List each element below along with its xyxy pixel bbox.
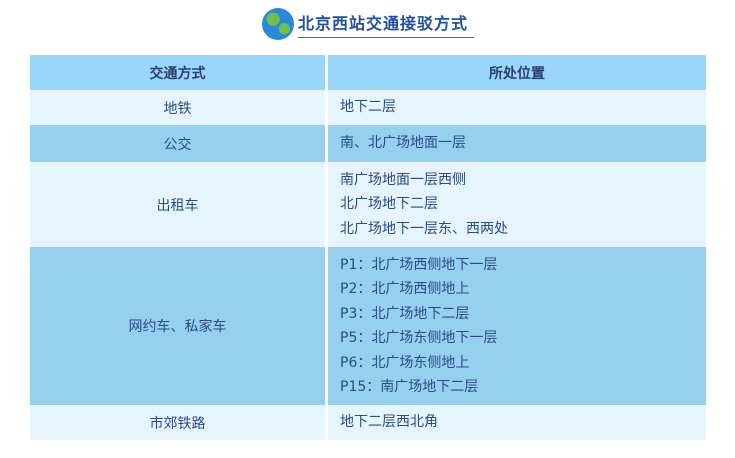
mode-cell: 公交: [30, 125, 328, 162]
location-line: 北广场地下二层: [340, 196, 438, 213]
location-line: 南广场地面一层西侧: [340, 171, 466, 188]
location-cell: 地下二层西北角: [325, 405, 706, 440]
location-line: P5：北广场东侧地下一层: [340, 330, 498, 346]
location-line: P1：北广场西侧地下一层: [340, 256, 498, 273]
location-cell: 地下二层: [325, 90, 706, 125]
location-line: 北广场地下一层东、西两处: [340, 220, 508, 237]
location-line: P15：南广场地下二层: [340, 379, 479, 395]
table-row: 出租车 南广场地面一层西侧 北广场地下二层北广场地下一层东、西两处: [30, 162, 706, 247]
transport-table: 交通方式 所处位置 地铁 地下二层 公交 南、北广场地面一层 出租车 南广场地面一层西侧…: [30, 55, 706, 440]
location-cell: P1：北广场西侧地下一层 P2：北广场西侧地上 P3：北广场地下二层 P5：北广场东侧…: [325, 247, 706, 405]
header-mode: 交通方式: [30, 55, 328, 90]
location-line: 地下二层西北角: [340, 414, 438, 431]
globe-icon: [262, 8, 294, 40]
title-text: 北京西站交通接驳方式: [298, 10, 475, 38]
location-line: P2：北广场西侧地上: [340, 281, 470, 297]
location-line: 地下二层: [340, 99, 396, 116]
location-line: 南、北广场地面一层: [340, 135, 466, 152]
header-location: 所处位置: [325, 55, 706, 90]
table-row: 网约车、私家车 P1：北广场西侧地下一层 P2：北广场西侧地上 P3：北广场地下二层 P…: [30, 247, 706, 405]
location-line: P3：北广场地下二层: [340, 305, 470, 322]
location-line: P6：北广场东侧地上: [340, 354, 470, 371]
mode-cell: 地铁: [30, 90, 328, 125]
table-row: 地铁 地下二层: [30, 90, 706, 125]
location-cell: 南、北广场地面一层: [325, 125, 706, 162]
table-row: 公交 南、北广场地面一层: [30, 125, 706, 162]
page-title: 北京西站交通接驳方式: [262, 8, 475, 40]
mode-cell: 出租车: [30, 162, 328, 247]
location-cell: 南广场地面一层西侧 北广场地下二层北广场地下一层东、西两处: [325, 162, 706, 247]
table-row: 市郊铁路 地下二层西北角: [30, 405, 706, 440]
mode-cell: 网约车、私家车: [30, 247, 328, 405]
mode-cell: 市郊铁路: [30, 405, 328, 440]
